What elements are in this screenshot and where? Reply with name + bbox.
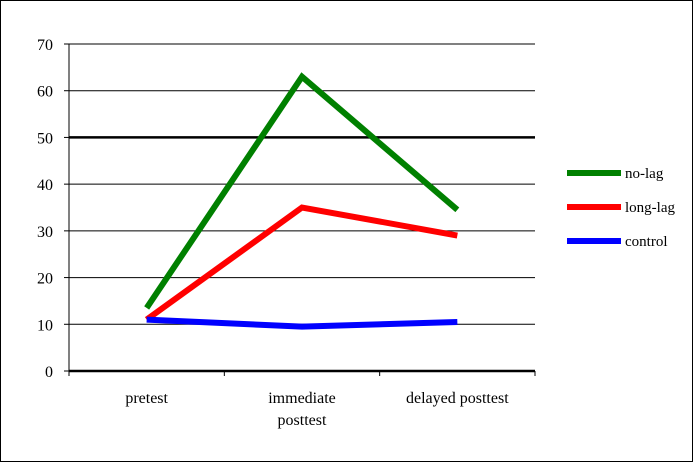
x-category-label: pretest (125, 390, 168, 407)
legend-label-no-lag: no-lag (625, 166, 664, 182)
y-tick-label: 0 (45, 364, 53, 381)
y-tick-label: 70 (37, 37, 53, 54)
x-category-label: delayed posttest (406, 390, 509, 407)
y-tick-label: 40 (37, 177, 53, 194)
x-category-label: immediate (268, 390, 336, 407)
y-tick-label: 60 (37, 84, 53, 101)
series-line-no-lag (144, 72, 460, 310)
x-category-label: posttest (278, 412, 327, 429)
y-tick-label: 50 (37, 130, 53, 147)
series-line-control (146, 316, 458, 330)
series-line-long-lag (144, 204, 458, 323)
y-tick-label: 20 (37, 271, 53, 288)
y-tick-label: 30 (37, 224, 53, 241)
legend-label-control: control (625, 234, 668, 250)
legend-label-long-lag: long-lag (625, 200, 675, 216)
y-tick-label: 10 (37, 317, 53, 334)
